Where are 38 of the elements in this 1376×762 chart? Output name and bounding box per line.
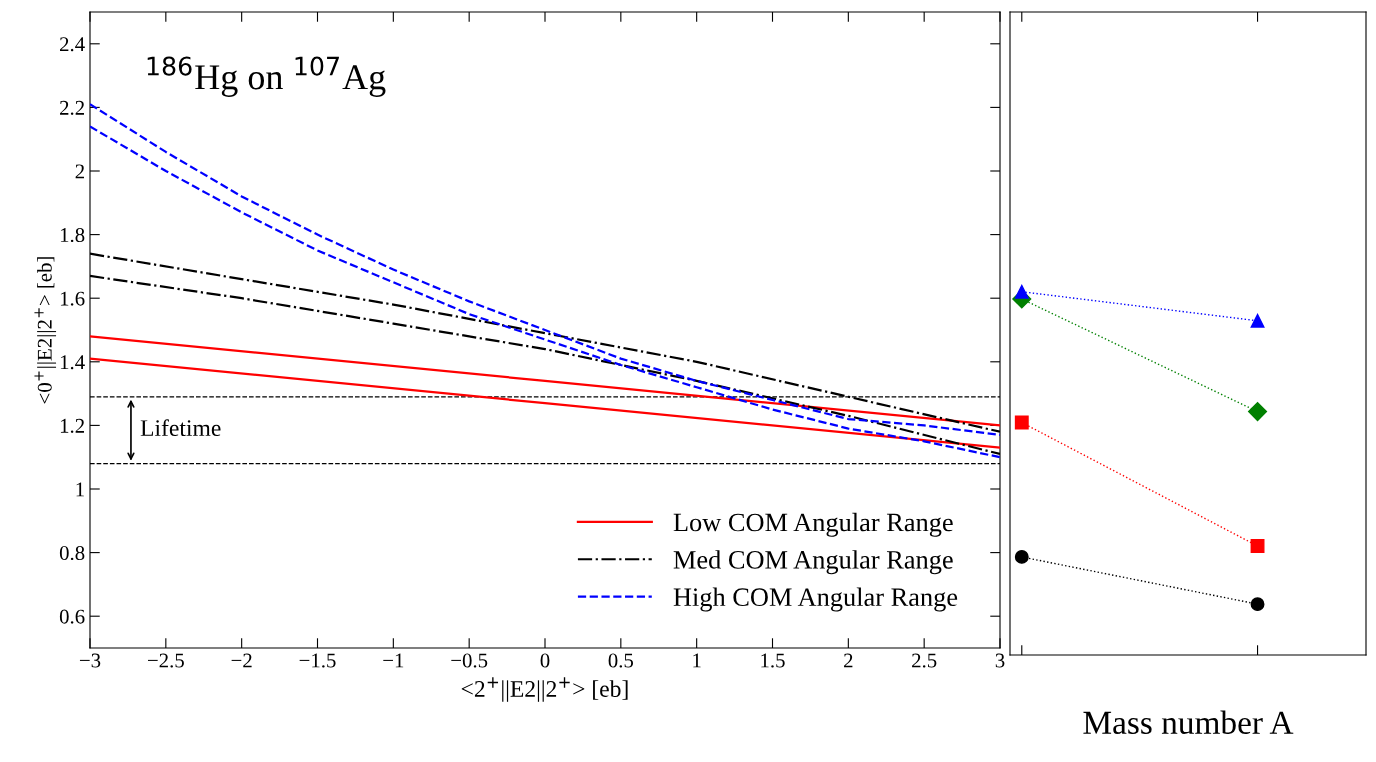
point — [1014, 549, 1029, 564]
y-tick-label: 0.6 — [59, 609, 85, 624]
x-tick-label: 1.5 — [761, 653, 785, 668]
x-tick-label: −1.5 — [299, 653, 336, 668]
point — [1250, 597, 1265, 612]
point — [1014, 284, 1029, 299]
y-tick-label: 1.6 — [60, 291, 85, 306]
y-tick-label: 1.2 — [60, 418, 84, 433]
legend-label: High COM Angular Range — [673, 587, 958, 612]
x-axis-title: <2$^{+}$||E2||2$^{+}$> [eb] — [461, 677, 628, 702]
x-tick-label: 1 — [693, 653, 701, 668]
x-tick-label: −0.5 — [451, 653, 488, 668]
y-tick-label: 2.4 — [60, 37, 85, 52]
y-tick-label: 1.8 — [60, 227, 85, 243]
y-tick-label: 2.2 — [60, 100, 84, 115]
y-tick-label: 1 — [76, 482, 84, 497]
point — [1250, 313, 1265, 328]
x-tick-label: 2.5 — [912, 653, 937, 668]
y-axis-title: <0$^{+}$||E2||2$^{+}$> [eb] — [34, 257, 57, 404]
x-tick-label: 0.5 — [608, 653, 634, 668]
x-tick-label: −2.5 — [147, 653, 184, 668]
point — [1250, 539, 1265, 553]
x-axis-title: Mass number A — [1083, 710, 1294, 735]
x-tick-label: −1 — [383, 653, 404, 668]
x-tick-label: −3 — [79, 653, 101, 668]
annotation: Lifetime — [140, 419, 221, 437]
legend-label: Med COM Angular Range — [673, 550, 953, 575]
x-tick-label: 2 — [844, 653, 853, 668]
y-tick-label: 0.8 — [59, 545, 85, 561]
point — [1014, 415, 1029, 430]
y-tick-label: 1.4 — [60, 355, 85, 370]
point — [1248, 402, 1268, 422]
y-tick-label: 2 — [75, 164, 84, 179]
x-tick-label: 0 — [540, 653, 550, 668]
text: $^{186}$Hg on $^{107}$Ag — [147, 56, 386, 97]
x-tick-label: 3 — [995, 653, 1005, 668]
legend-label: Low COM Angular Range — [673, 512, 953, 537]
x-tick-label: −2 — [231, 653, 252, 668]
